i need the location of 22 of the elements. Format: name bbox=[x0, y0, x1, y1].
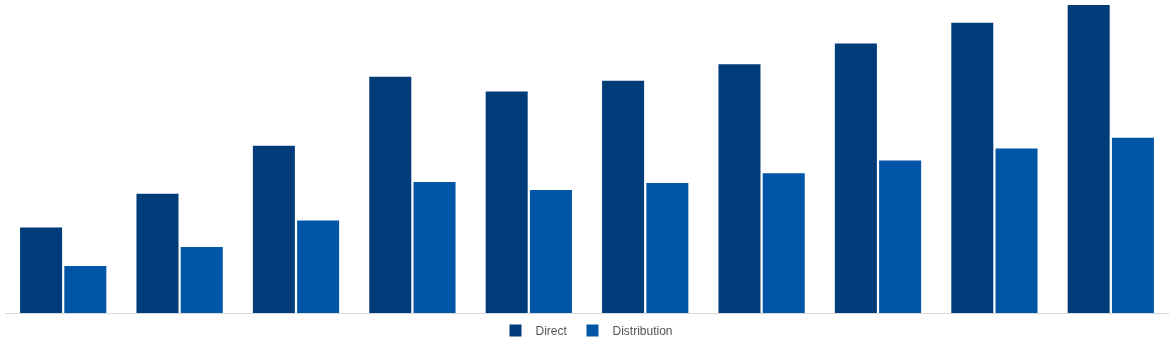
bar bbox=[762, 173, 805, 313]
bar bbox=[297, 220, 340, 313]
legend-label: Direct bbox=[535, 324, 568, 339]
bar bbox=[834, 43, 877, 313]
bar bbox=[646, 183, 689, 313]
bar bbox=[64, 265, 107, 313]
bar bbox=[995, 148, 1038, 313]
bar bbox=[602, 80, 645, 313]
bar bbox=[1111, 137, 1154, 313]
bar bbox=[136, 193, 179, 313]
bar bbox=[529, 190, 572, 313]
bar bbox=[180, 247, 223, 313]
bar bbox=[485, 91, 528, 313]
bar bbox=[252, 145, 295, 313]
legend-label: Distribution bbox=[612, 324, 673, 339]
bar bbox=[20, 227, 63, 313]
bar bbox=[951, 22, 994, 313]
bar bbox=[413, 182, 456, 313]
bar bbox=[718, 64, 761, 313]
bar bbox=[879, 160, 922, 313]
bar bbox=[1067, 5, 1110, 313]
bar bbox=[369, 76, 412, 313]
